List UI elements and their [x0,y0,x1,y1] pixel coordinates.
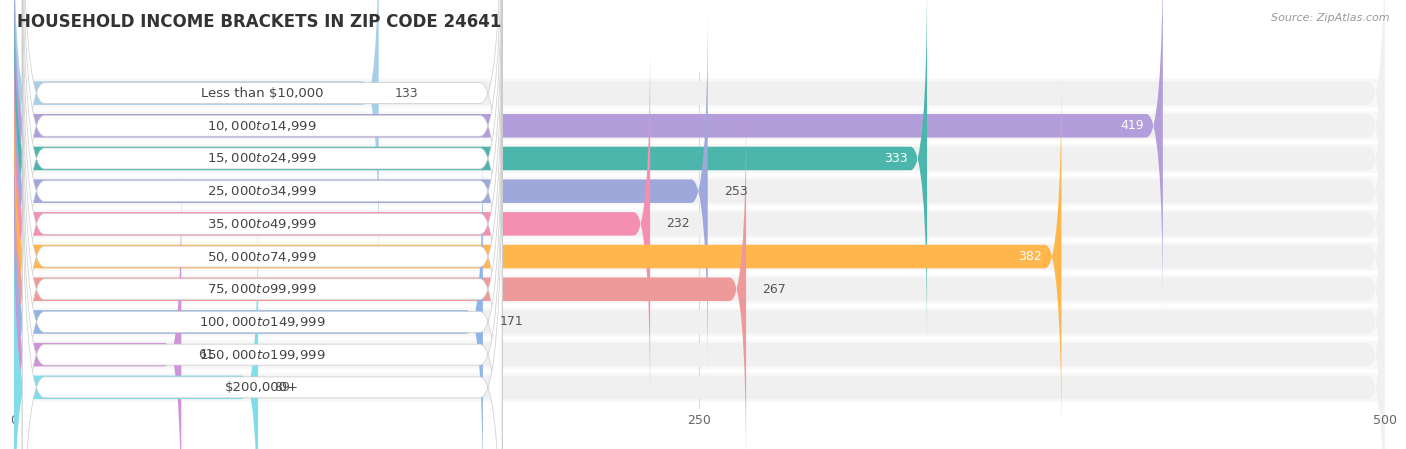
FancyBboxPatch shape [14,7,707,375]
FancyBboxPatch shape [14,203,259,449]
Text: 267: 267 [762,283,786,296]
Text: Source: ZipAtlas.com: Source: ZipAtlas.com [1271,13,1389,23]
Text: 419: 419 [1121,119,1143,132]
Text: $100,000 to $149,999: $100,000 to $149,999 [198,315,325,329]
Text: 382: 382 [1018,250,1042,263]
FancyBboxPatch shape [14,72,1385,441]
Text: 253: 253 [724,185,748,198]
FancyBboxPatch shape [22,0,502,442]
FancyBboxPatch shape [14,105,747,449]
Text: $200,000+: $200,000+ [225,381,299,394]
FancyBboxPatch shape [14,40,650,408]
FancyBboxPatch shape [14,0,1385,343]
Text: $50,000 to $74,999: $50,000 to $74,999 [207,250,316,264]
Text: $35,000 to $49,999: $35,000 to $49,999 [207,217,316,231]
FancyBboxPatch shape [14,0,1163,310]
FancyBboxPatch shape [0,144,1399,173]
FancyBboxPatch shape [14,72,1062,441]
FancyBboxPatch shape [0,373,1399,402]
FancyBboxPatch shape [22,104,502,449]
FancyBboxPatch shape [0,340,1399,369]
FancyBboxPatch shape [0,275,1399,304]
FancyBboxPatch shape [14,170,1385,449]
FancyBboxPatch shape [22,5,502,449]
FancyBboxPatch shape [22,136,502,449]
FancyBboxPatch shape [0,308,1399,336]
FancyBboxPatch shape [14,170,181,449]
FancyBboxPatch shape [14,40,1385,408]
Text: 171: 171 [499,316,523,329]
FancyBboxPatch shape [22,71,502,449]
FancyBboxPatch shape [0,177,1399,206]
Text: $15,000 to $24,999: $15,000 to $24,999 [207,151,316,166]
FancyBboxPatch shape [14,0,1385,310]
FancyBboxPatch shape [22,0,502,409]
FancyBboxPatch shape [0,242,1399,271]
FancyBboxPatch shape [14,0,1385,277]
Text: 133: 133 [395,87,419,100]
FancyBboxPatch shape [14,0,927,343]
FancyBboxPatch shape [0,79,1399,107]
FancyBboxPatch shape [22,0,502,449]
FancyBboxPatch shape [14,7,1385,375]
FancyBboxPatch shape [22,0,502,377]
Text: 232: 232 [666,217,690,230]
FancyBboxPatch shape [14,137,482,449]
Text: $150,000 to $199,999: $150,000 to $199,999 [198,348,325,361]
Text: 89: 89 [274,381,291,394]
Text: 61: 61 [198,348,214,361]
FancyBboxPatch shape [14,203,1385,449]
FancyBboxPatch shape [14,105,1385,449]
Text: HOUSEHOLD INCOME BRACKETS IN ZIP CODE 24641: HOUSEHOLD INCOME BRACKETS IN ZIP CODE 24… [17,13,502,31]
Text: $25,000 to $34,999: $25,000 to $34,999 [207,184,316,198]
Text: $75,000 to $99,999: $75,000 to $99,999 [207,282,316,296]
Text: 333: 333 [884,152,908,165]
FancyBboxPatch shape [14,0,378,277]
FancyBboxPatch shape [22,0,502,344]
Text: $10,000 to $14,999: $10,000 to $14,999 [207,119,316,133]
FancyBboxPatch shape [0,111,1399,140]
FancyBboxPatch shape [22,38,502,449]
Text: Less than $10,000: Less than $10,000 [201,87,323,100]
FancyBboxPatch shape [14,137,1385,449]
FancyBboxPatch shape [0,210,1399,238]
